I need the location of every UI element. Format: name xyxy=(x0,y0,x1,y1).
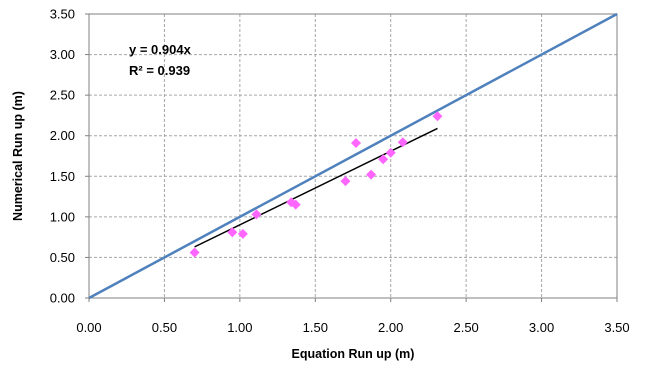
scatter-point xyxy=(251,209,262,220)
y-tick-label: 1.50 xyxy=(50,169,75,184)
x-tick-label: 3.00 xyxy=(529,320,554,335)
y-tick-label: 3.50 xyxy=(50,7,75,22)
y-tick-label: 1.00 xyxy=(50,209,75,224)
scatter-point xyxy=(432,111,443,122)
x-tick-label: 2.50 xyxy=(453,320,478,335)
y-axis-title: Numerical Run up (m) xyxy=(11,91,25,221)
scatter-point xyxy=(227,227,238,238)
scatter-point xyxy=(397,137,408,148)
scatter-point xyxy=(189,247,200,258)
x-tick-label: 3.50 xyxy=(604,320,629,335)
y-tick-label: 0.50 xyxy=(50,250,75,265)
x-tick-label: 1.50 xyxy=(303,320,328,335)
tick-labels: 0.00 0.50 1.00 1.50 2.00 2.50 3.00 3.50 0.00 0.50… xyxy=(50,7,630,336)
trendline xyxy=(194,127,438,248)
y-tick-label: 2.00 xyxy=(50,128,75,143)
scatter-point xyxy=(290,199,301,210)
y-tick-label: 2.50 xyxy=(50,88,75,103)
x-tick-label: 0.00 xyxy=(76,320,101,335)
grid-lines xyxy=(89,14,617,298)
plot-area-border xyxy=(88,13,618,299)
scatter-point xyxy=(385,147,396,158)
data-series xyxy=(88,12,618,300)
scatter-point xyxy=(237,228,248,239)
scatter-point xyxy=(351,138,362,149)
y-tick-label: 0.00 xyxy=(50,291,75,306)
x-tick-label: 0.50 xyxy=(152,320,177,335)
y-tick-label: 3.00 xyxy=(50,47,75,62)
trendline-equation: y = 0.904x xyxy=(129,42,192,57)
equality-line xyxy=(88,12,618,300)
scatter-point xyxy=(366,169,377,180)
x-axis-title: Equation Run up (m) xyxy=(292,347,415,361)
scatter-point xyxy=(378,154,389,165)
x-tick-label: 1.00 xyxy=(227,320,252,335)
r-squared-label: R² = 0.939 xyxy=(129,63,190,78)
scatter-point xyxy=(340,176,351,187)
x-tick-label: 2.00 xyxy=(378,320,403,335)
